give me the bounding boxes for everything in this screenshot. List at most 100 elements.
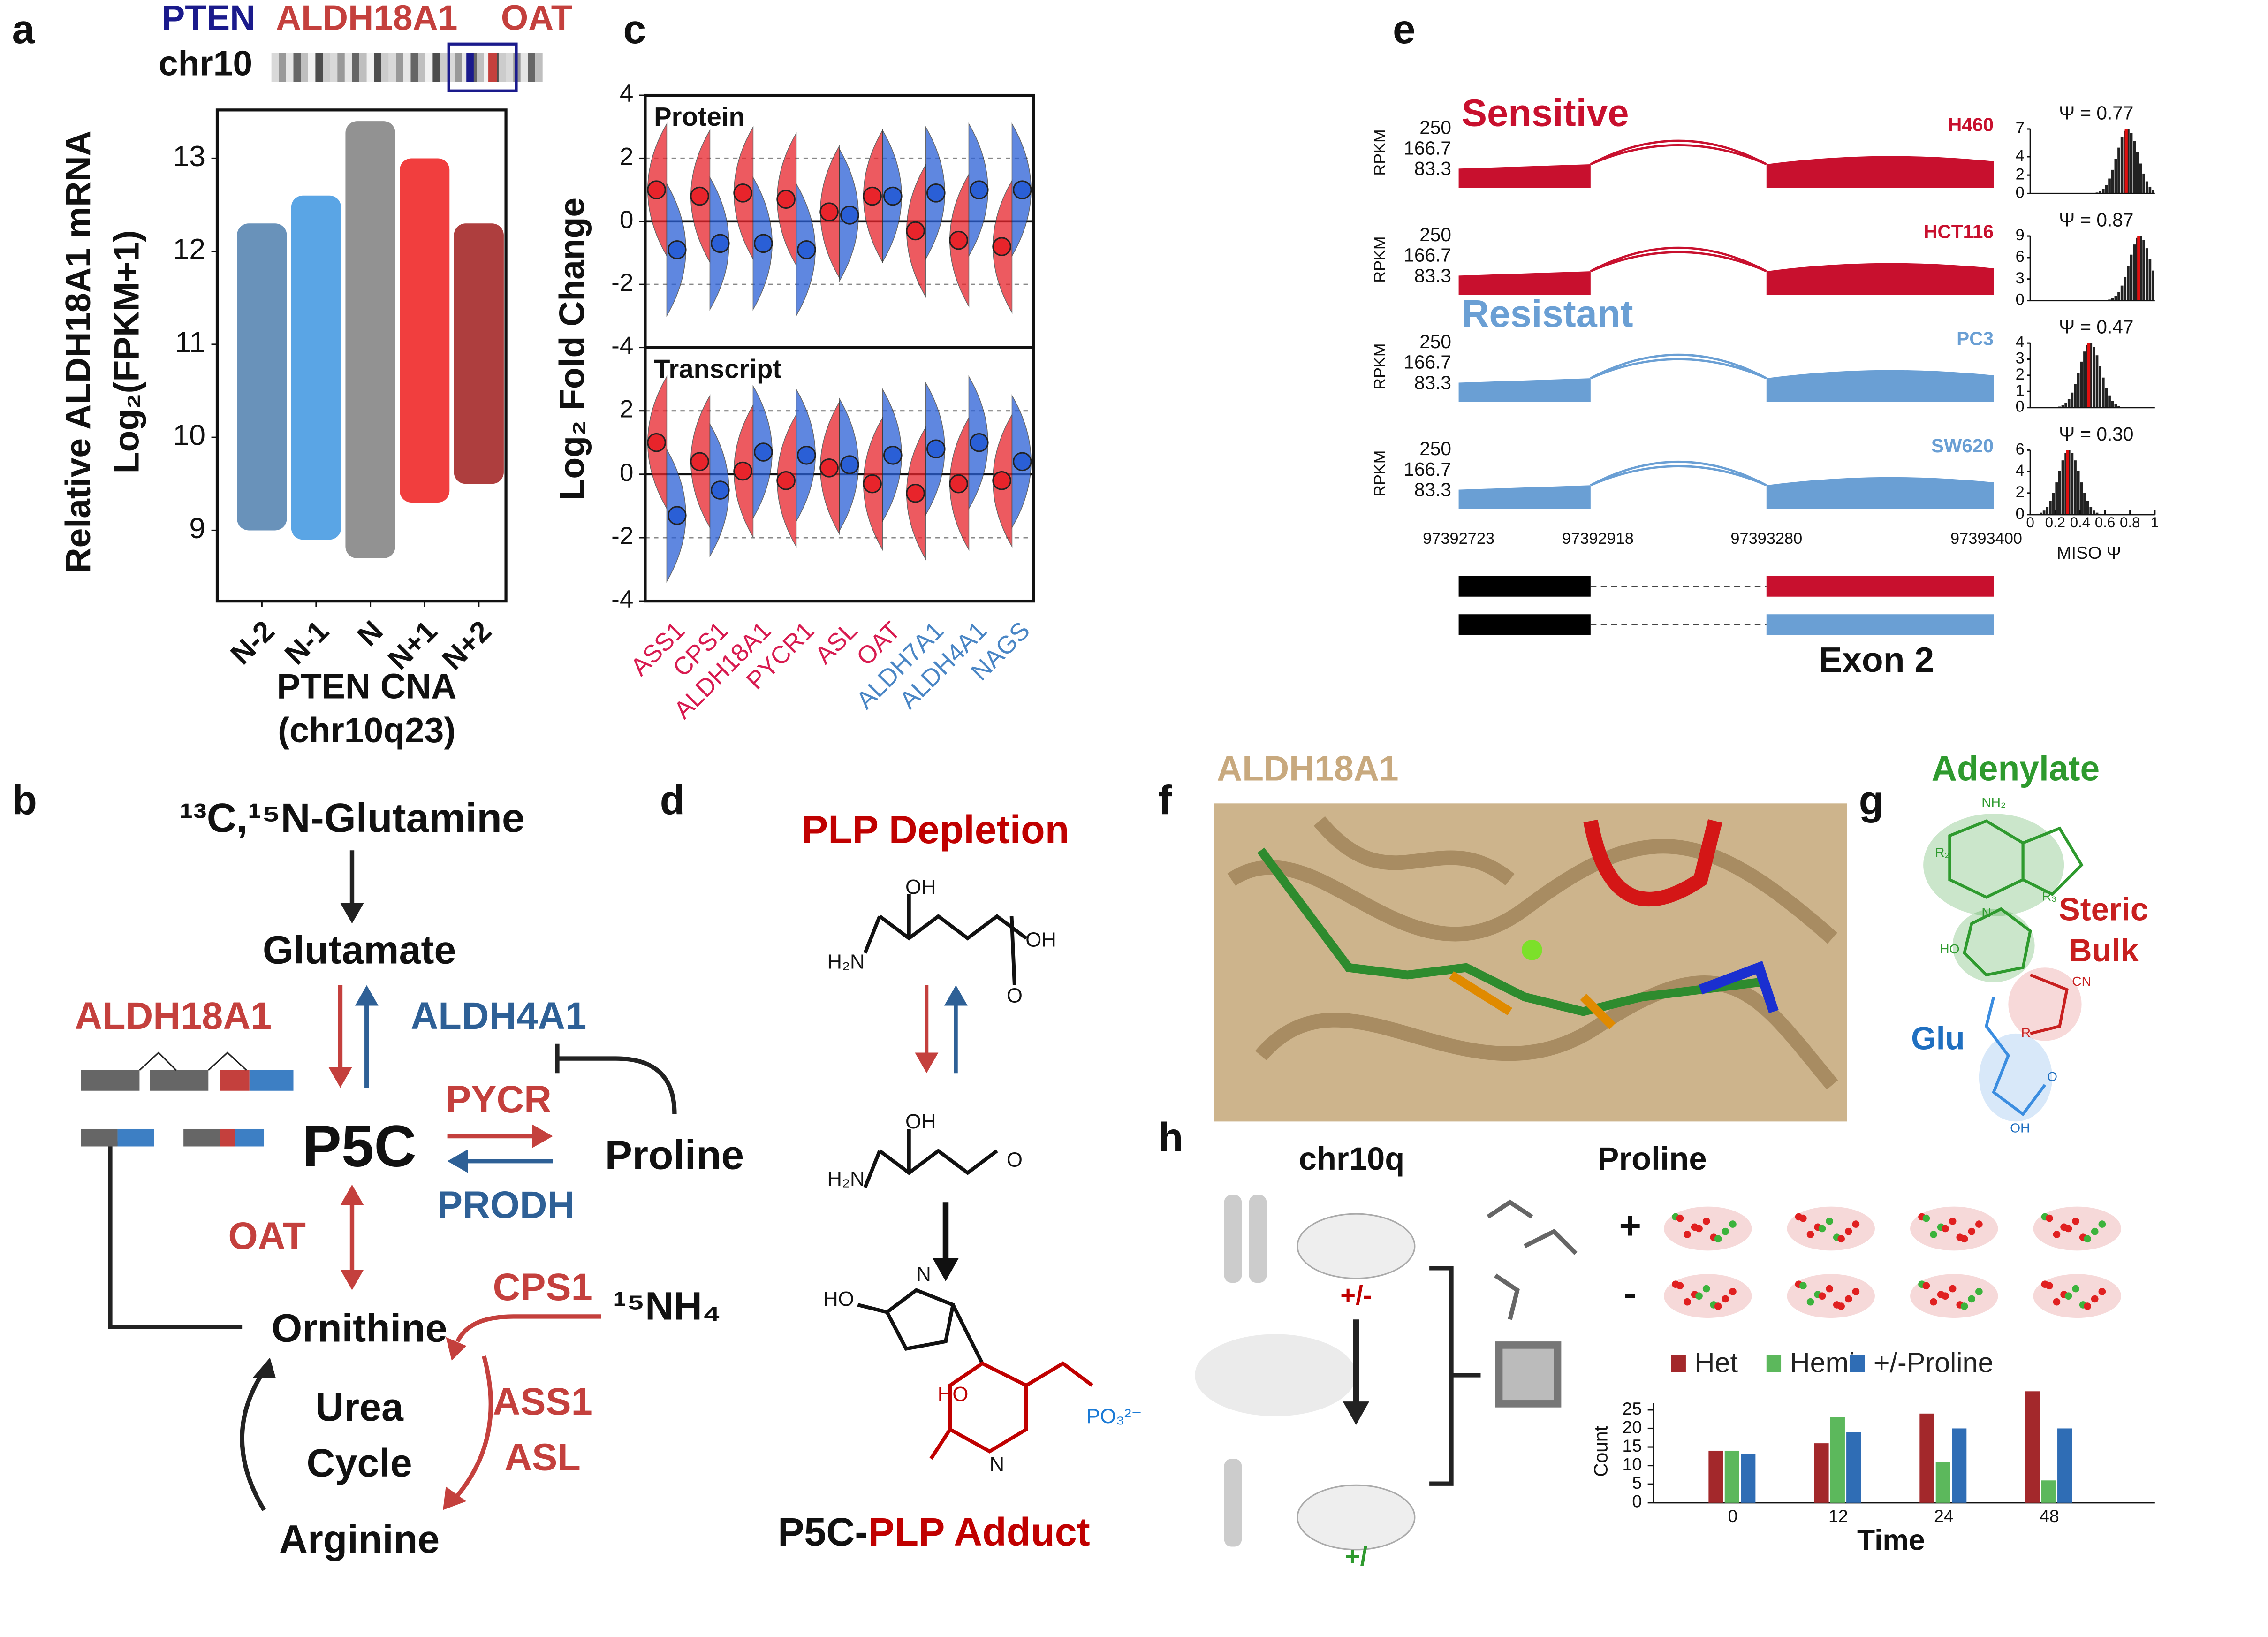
bar [2025, 1391, 2040, 1502]
point [734, 184, 751, 202]
cell-colony [1787, 1207, 1875, 1251]
histogram-bar [2124, 277, 2126, 301]
pathway-label: CPS1 [493, 1266, 592, 1309]
annotation: Glu [1911, 1020, 1965, 1057]
cell [2091, 1228, 2099, 1235]
cell-line-label: SW620 [1931, 435, 1994, 457]
y-tick-label: 7 [2016, 119, 2025, 137]
panel-title: ALDH18A1 [1217, 748, 1399, 788]
histogram-bar [2093, 347, 2095, 408]
chromosome-band [499, 53, 506, 82]
point [907, 485, 924, 502]
point [950, 475, 967, 492]
psi-label: Ψ = 0.77 [2059, 102, 2133, 123]
cell [1807, 1298, 1814, 1306]
y-tick-label: 1 [2016, 381, 2025, 399]
cell [1729, 1288, 1737, 1295]
cell-colony [2033, 1274, 2121, 1318]
chem-label: H₂N [827, 1167, 865, 1190]
histogram-bar [2121, 137, 2124, 193]
histogram-bar [2105, 388, 2108, 408]
cell [2084, 1302, 2091, 1310]
bar [1919, 1414, 1934, 1503]
cell [2099, 1288, 2106, 1295]
x-tick-label: 0.6 [2095, 514, 2115, 531]
histogram-bar [2099, 366, 2101, 408]
cell [2046, 1282, 2053, 1290]
histogram-bar [2130, 133, 2133, 193]
x-axis-label: MISO Ψ [2056, 543, 2121, 563]
x-tick-label: 0.2 [2045, 514, 2065, 531]
y-tick-label: 0 [1632, 1492, 1642, 1511]
y-tick-label: 9 [189, 512, 205, 545]
y-tick-label: 5 [1632, 1473, 1642, 1492]
point [820, 203, 838, 221]
panel-title: PLP Depletion [802, 807, 1069, 852]
cell [1845, 1228, 1852, 1235]
pathway-label: Urea [315, 1385, 404, 1429]
chromosome-band [396, 53, 403, 82]
x-tick-label: 97393280 [1730, 530, 1802, 548]
y-tick-label: 250 [1419, 224, 1451, 245]
chem-label: N [916, 1263, 931, 1286]
cell [2072, 1218, 2079, 1225]
y-tick-label: 2 [2016, 365, 2025, 383]
chromosome-band [521, 53, 528, 82]
chem-label: O [1007, 1148, 1023, 1171]
histogram-bar [2149, 259, 2152, 300]
histogram-bar [2074, 384, 2077, 408]
y-tick-label: -4 [611, 586, 633, 613]
cell-colony [1664, 1207, 1752, 1251]
cell [1676, 1215, 1684, 1222]
y-tick-label: 3 [2016, 269, 2025, 287]
cell [1684, 1298, 1691, 1306]
row-label: - [1624, 1272, 1637, 1315]
chromosome-band [528, 53, 535, 82]
psi-label: Ψ = 0.47 [2059, 316, 2133, 338]
bar [1846, 1432, 1861, 1502]
gene-label: ALDH18A1 [276, 0, 458, 38]
point [1014, 181, 1031, 198]
pathway-label: ASL [504, 1436, 580, 1479]
cell [1949, 1285, 1957, 1293]
column-title: Proline [1598, 1141, 1707, 1177]
x-tick-label: 0 [2026, 514, 2034, 531]
histogram-bar [2133, 141, 2136, 193]
y-tick-label: 4 [2016, 333, 2025, 351]
psi-label: Ψ = 0.87 [2059, 209, 2133, 231]
y-tick-label: 0 [2016, 291, 2025, 309]
cell [1942, 1225, 1949, 1233]
point [777, 472, 795, 489]
histogram-bar [2058, 471, 2061, 515]
cell [1703, 1285, 1710, 1293]
point [993, 472, 1010, 489]
cell [2065, 1225, 2072, 1233]
legend-swatch [1767, 1355, 1781, 1372]
y-tick-label: 10 [1622, 1454, 1642, 1474]
cell [1703, 1218, 1710, 1225]
y-axis-label: Log₂(FPKM+1) [106, 230, 146, 474]
cell [1975, 1220, 1983, 1228]
y-tick-label: 6 [2016, 248, 2025, 266]
legend-label: Het [1695, 1347, 1738, 1378]
point [993, 238, 1010, 255]
cell [1961, 1302, 1968, 1310]
point [884, 187, 902, 205]
cell [1819, 1292, 1826, 1300]
point [668, 241, 686, 259]
histogram-bar [2068, 399, 2071, 407]
bar [1814, 1443, 1828, 1503]
chromosome-band [410, 53, 418, 82]
histogram-bar [2071, 453, 2074, 515]
gene-label: OAT [501, 0, 573, 38]
chem-label: OH [1025, 929, 1056, 952]
chromosome-band [389, 53, 396, 82]
bar [1708, 1451, 1723, 1503]
histogram-bar [2080, 362, 2083, 408]
chromosome-band [466, 53, 474, 82]
cell [1968, 1228, 1975, 1235]
subplot-label: Transcript [654, 354, 781, 383]
histogram-bar [2149, 187, 2152, 193]
y-tick-label: -2 [611, 269, 633, 297]
